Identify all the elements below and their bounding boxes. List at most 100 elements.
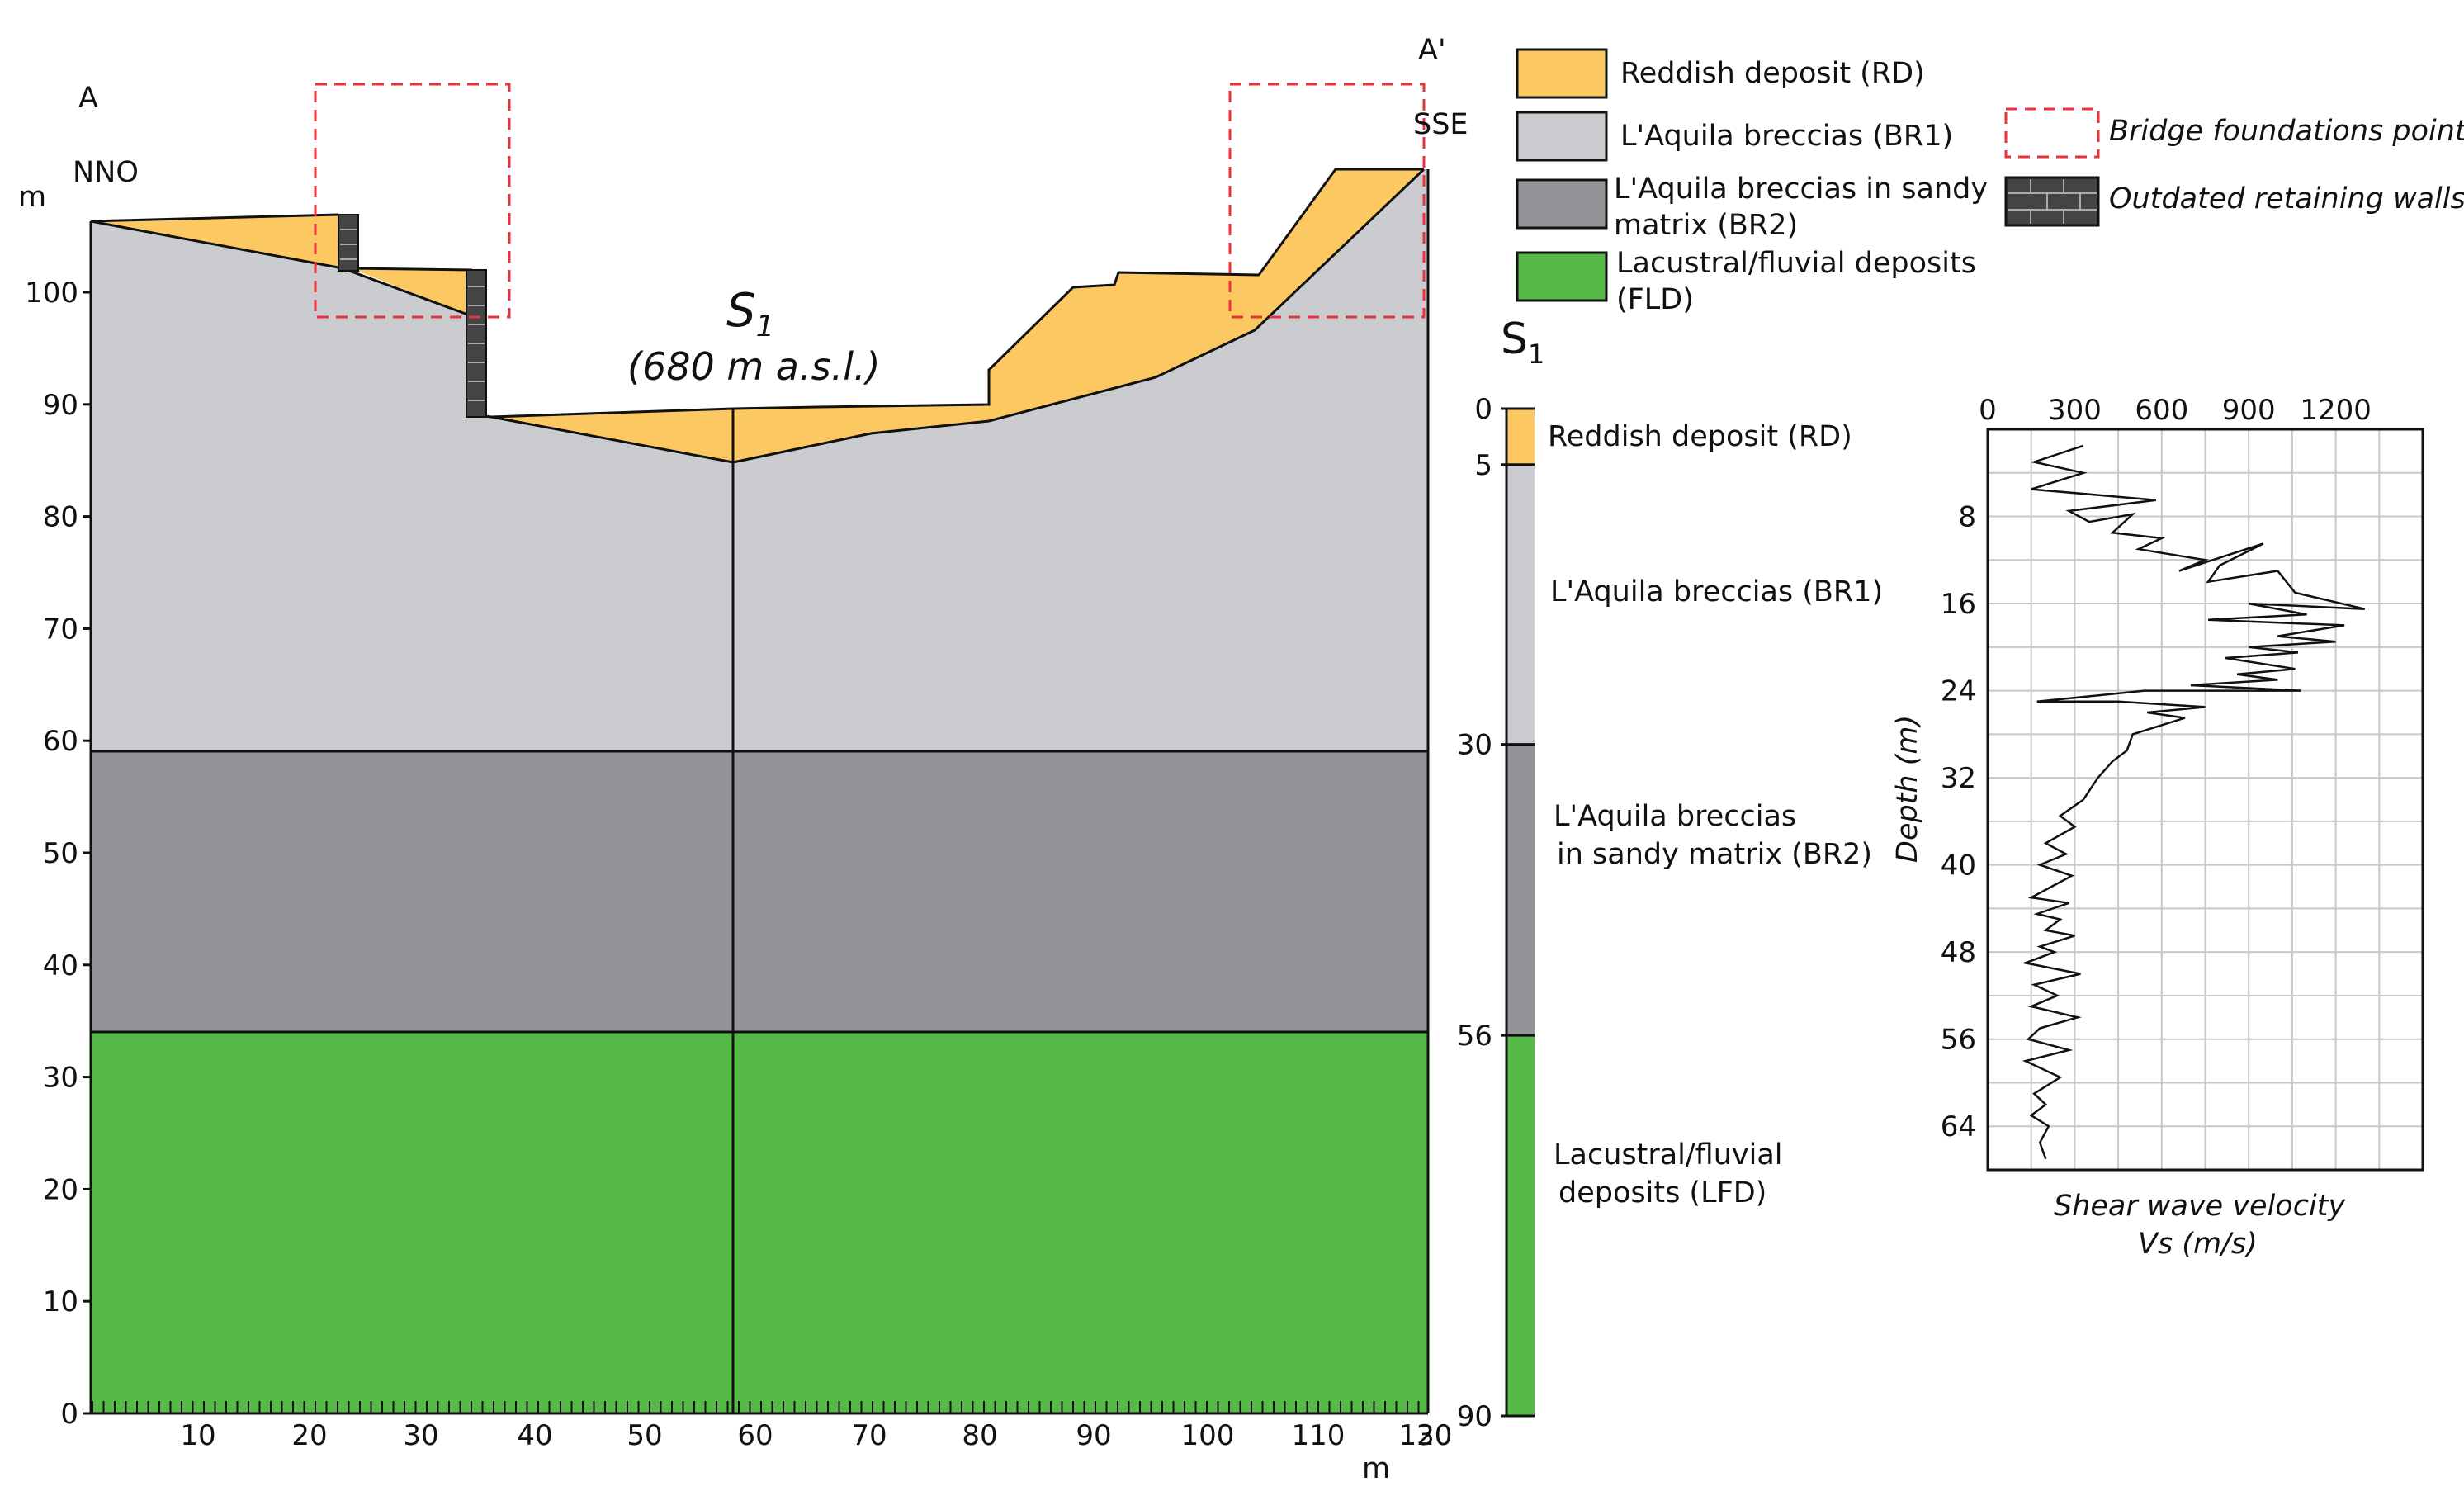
vs-x-tick: 0 bbox=[1979, 394, 1997, 427]
vs-x-tick-labels: 0 300 600 900 1200 bbox=[1979, 394, 2372, 427]
legend-label-br1: L'Aquila breccias (BR1) bbox=[1620, 120, 1953, 153]
retaining-wall-1 bbox=[338, 214, 359, 272]
section-x-tick-label: 100 bbox=[1181, 1419, 1235, 1452]
borehole-elevation: (680 m a.s.l.) bbox=[627, 344, 881, 389]
section-x-tick-label: 110 bbox=[1292, 1419, 1346, 1452]
section-y-tick-label: 40 bbox=[43, 949, 78, 982]
column-depth-label: 90 bbox=[1457, 1400, 1492, 1433]
layer-lfd bbox=[91, 1032, 1428, 1413]
y-unit-label: m bbox=[18, 181, 46, 214]
column-layer-label-br1: L'Aquila breccias (BR1) bbox=[1550, 575, 1883, 608]
legend-label-fld: Lacustral/fluvial deposits bbox=[1616, 247, 1976, 280]
column-depth-label: 0 bbox=[1474, 393, 1492, 426]
vs-x-tick: 300 bbox=[2048, 394, 2102, 427]
legend-label-walls: Outdated retaining walls bbox=[2109, 182, 2464, 215]
borehole-label: S1 bbox=[726, 284, 774, 343]
legend-swatch-walls bbox=[2004, 176, 2100, 227]
vs-x-label-2: Vs (m/s) bbox=[2138, 1228, 2258, 1261]
section-y-tick-label: 60 bbox=[43, 725, 78, 758]
bridge-foundation-box-left bbox=[314, 83, 511, 319]
retaining-walls bbox=[338, 214, 487, 418]
section-start-label: A bbox=[78, 82, 98, 115]
vs-y-tick: 24 bbox=[1941, 675, 1976, 708]
vs-y-tick: 48 bbox=[1941, 936, 1976, 969]
legend-label-fld-line2: (FLD) bbox=[1616, 283, 1694, 316]
section-x-tick-label: 90 bbox=[1076, 1419, 1111, 1452]
legend: Reddish deposit (RD) L'Aquila breccias (… bbox=[1516, 48, 2464, 316]
section-y-tick-label: 90 bbox=[43, 389, 78, 422]
section-y-tick-label: 80 bbox=[43, 501, 78, 534]
bridge-foundation-box-right bbox=[1228, 83, 1426, 319]
section-y-tick-label: 50 bbox=[43, 837, 78, 870]
section-y-ticks: 0 10 20 30 40 50 60 70 80 90 100 bbox=[25, 277, 91, 1431]
vs-y-label: Depth (m) bbox=[1891, 715, 1924, 863]
section-x-tick-label: 70 bbox=[851, 1419, 887, 1452]
section-x-tick-label: 130 bbox=[1399, 1419, 1453, 1452]
section-y-tick-label: 70 bbox=[43, 613, 78, 646]
column-depth-label: 56 bbox=[1457, 1020, 1492, 1053]
section-y-tick-label: 0 bbox=[60, 1398, 78, 1431]
section-x-tick-label: 120 bbox=[1399, 1419, 1453, 1452]
legend-swatch-fld bbox=[1516, 251, 1608, 302]
vs-y-tick: 40 bbox=[1941, 850, 1976, 883]
vs-y-tick: 8 bbox=[1958, 501, 1976, 534]
section-y-tick-label: 10 bbox=[43, 1285, 78, 1318]
legend-swatch-br1 bbox=[1516, 111, 1608, 162]
legend-swatch-rd bbox=[1516, 48, 1608, 99]
column-layer-label-br2: L'Aquila breccias bbox=[1554, 800, 1796, 833]
column-layer-label-br2-line2: in sandy matrix (BR2) bbox=[1557, 838, 1872, 871]
legend-swatch-bridge bbox=[2004, 107, 2100, 159]
vs-y-tick: 16 bbox=[1941, 588, 1976, 621]
vs-grid bbox=[1987, 428, 2424, 1171]
column-layers bbox=[1501, 407, 1535, 1418]
vs-y-tick: 32 bbox=[1941, 762, 1976, 795]
column-layer-2 bbox=[1506, 744, 1535, 1036]
section-end-label: A' bbox=[1418, 34, 1446, 67]
legend-label-br2: L'Aquila breccias in sandy bbox=[1614, 173, 1988, 206]
vs-y-tick: 64 bbox=[1941, 1110, 1976, 1143]
section-x-minor-ticks bbox=[92, 1401, 1420, 1413]
vs-x-tick: 600 bbox=[2135, 394, 2188, 427]
section-x-tick-label: 60 bbox=[737, 1419, 773, 1452]
section-y-tick-label: 30 bbox=[43, 1062, 78, 1095]
column-depth-label: 5 bbox=[1474, 449, 1492, 482]
section-x-tick-label: 10 bbox=[180, 1419, 215, 1452]
section-start-direction: NNO bbox=[73, 156, 139, 189]
section-x-tick-label: 50 bbox=[627, 1419, 662, 1452]
column-layer-label-rd: Reddish deposit (RD) bbox=[1548, 420, 1852, 453]
section-x-tick-label: 40 bbox=[517, 1419, 552, 1452]
section-x-tick-label: 30 bbox=[403, 1419, 438, 1452]
layer-rd-left-upper bbox=[91, 215, 343, 268]
stratigraphic-column: S1 Reddish deposit (RD) L'Aquila breccia… bbox=[1457, 315, 1883, 1433]
legend-label-bridge: Bridge foundations points bbox=[2109, 115, 2464, 148]
layer-br2 bbox=[91, 751, 1428, 1032]
vs-plot-frame bbox=[1986, 428, 2424, 1172]
vs-x-tick: 900 bbox=[2222, 394, 2276, 427]
column-layer-label-lfd-line2: deposits (LFD) bbox=[1558, 1176, 1766, 1209]
cross-section: 0 10 20 30 40 50 60 70 80 90 100 10 20 30 40 50 60 70 80 9… bbox=[18, 34, 1468, 1485]
legend-walls-pattern bbox=[2008, 179, 2097, 224]
section-outlines bbox=[90, 168, 1430, 1413]
column-title: S1 bbox=[1501, 315, 1544, 370]
vs-profile-line bbox=[2022, 444, 2365, 1160]
section-x-tick-label: 20 bbox=[291, 1419, 327, 1452]
vs-x-tick: 1200 bbox=[2300, 394, 2372, 427]
legend-swatch-br2 bbox=[1516, 178, 1608, 230]
section-y-tick-label: 100 bbox=[25, 277, 78, 310]
vs-y-tick-labels: 8 16 24 32 40 48 56 64 bbox=[1941, 501, 1976, 1144]
column-layer-1 bbox=[1506, 464, 1535, 745]
legend-label-rd: Reddish deposit (RD) bbox=[1620, 57, 1925, 90]
legend-label-br2-line2: matrix (BR2) bbox=[1614, 209, 1798, 242]
vs-chart: 0 300 600 900 1200 8 16 24 32 40 48 56 64 Shear wav… bbox=[1891, 394, 2424, 1261]
column-layer-3 bbox=[1506, 1035, 1535, 1416]
vs-x-label: Shear wave velocity bbox=[2054, 1190, 2346, 1223]
column-depth-label: 30 bbox=[1457, 729, 1492, 762]
vs-y-tick: 56 bbox=[1941, 1024, 1976, 1057]
section-x-tick-label: 80 bbox=[962, 1419, 997, 1452]
column-layer-label-lfd: Lacustral/fluvial bbox=[1554, 1138, 1783, 1172]
section-end-direction: SSE bbox=[1413, 108, 1468, 141]
column-layer-0 bbox=[1506, 409, 1535, 465]
layer-br1 bbox=[91, 169, 1428, 751]
